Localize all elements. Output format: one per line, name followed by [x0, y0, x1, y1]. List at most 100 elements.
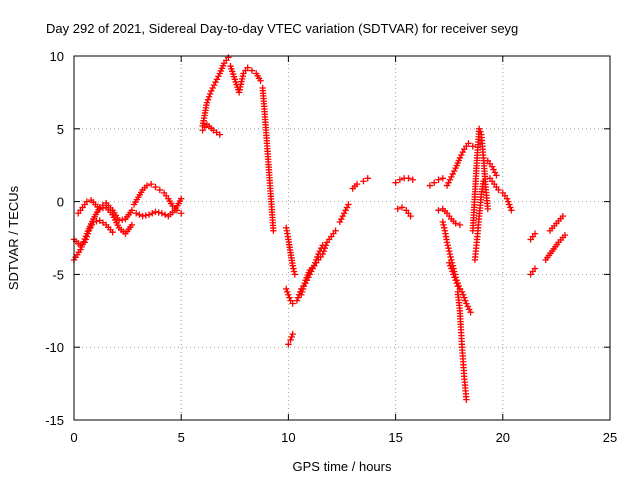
data-point: [109, 228, 116, 236]
data-point: [476, 125, 483, 132]
x-tick-label: 0: [70, 430, 77, 445]
data-point: [210, 127, 217, 134]
data-point: [461, 294, 468, 301]
data-point: [336, 218, 344, 226]
series-trough-c: [285, 330, 296, 348]
data-point: [392, 179, 399, 186]
data-point: [459, 148, 466, 156]
data-point: [93, 218, 100, 225]
data-point: [443, 239, 451, 246]
grid-lines: [74, 56, 610, 420]
series-tail-b: [484, 157, 500, 179]
data-point: [88, 221, 96, 229]
data-point: [507, 204, 514, 211]
x-axis-label: GPS time / hours: [293, 459, 392, 474]
series-late-b: [527, 265, 539, 278]
data-point: [464, 303, 471, 310]
data-point: [409, 176, 416, 183]
data-point: [430, 179, 438, 186]
x-tick-label: 15: [388, 430, 402, 445]
data-point: [152, 208, 159, 215]
data-point: [289, 262, 296, 269]
data-point: [448, 173, 455, 181]
data-point: [142, 212, 150, 219]
data-point: [178, 195, 185, 202]
data-point: [298, 288, 306, 296]
y-tick-label: 5: [57, 122, 64, 137]
data-point: [338, 215, 345, 223]
data-point: [462, 297, 469, 304]
series-trough-a: [283, 224, 299, 278]
data-point: [152, 183, 159, 191]
data-point: [290, 265, 297, 272]
data-point: [440, 221, 447, 229]
data-point: [440, 224, 448, 232]
series-drop: [259, 84, 277, 234]
data-point: [456, 154, 464, 162]
data-point: [158, 210, 166, 217]
data-point: [87, 224, 94, 232]
y-tick-label: -10: [45, 340, 64, 355]
data-point: [318, 244, 325, 252]
data-point: [561, 231, 569, 239]
data-point: [467, 309, 474, 316]
data-point: [453, 279, 460, 287]
data-point: [314, 253, 321, 261]
data-point: [484, 205, 491, 213]
data-point: [343, 204, 351, 211]
series-late-a: [527, 230, 539, 243]
series-rise-low: [199, 121, 223, 138]
data-point: [132, 210, 140, 217]
data-point: [178, 210, 185, 217]
data-point: [284, 288, 291, 296]
data-point: [345, 201, 352, 208]
data-point: [313, 256, 320, 264]
y-tick-label: 0: [57, 195, 64, 210]
data-point: [248, 67, 256, 74]
data-point: [298, 291, 305, 298]
series-fall-c: [446, 259, 474, 316]
y-tick-label: -15: [45, 413, 64, 428]
data-point: [283, 285, 290, 293]
data-point: [81, 239, 88, 246]
series-peak-b: [471, 178, 487, 264]
series-mid-d: [392, 175, 416, 186]
series-wave-e: [132, 195, 185, 220]
data-point: [312, 259, 319, 266]
data-point: [459, 291, 467, 298]
data-point: [451, 167, 458, 175]
series-tail-a: [486, 175, 515, 214]
data-point: [426, 182, 434, 189]
series-wave-b: [70, 217, 116, 249]
data-point: [155, 209, 162, 216]
data-point: [452, 277, 459, 284]
axis-ticks: [73, 55, 611, 421]
data-point: [445, 179, 452, 186]
data-point: [449, 170, 456, 178]
data-point: [290, 268, 298, 275]
data-point: [208, 87, 215, 95]
data-point: [456, 221, 464, 229]
data-point: [508, 207, 515, 214]
data-point: [149, 210, 156, 217]
data-point: [360, 178, 367, 185]
data-point: [143, 182, 151, 189]
data-point: [128, 207, 136, 214]
data-point: [216, 131, 223, 138]
data-point: [301, 279, 308, 287]
data-point: [84, 230, 92, 237]
data-point: [452, 220, 459, 227]
series-climb-a: [443, 140, 476, 189]
data-point: [491, 169, 499, 176]
data-point: [204, 96, 212, 103]
series-fall-b: [454, 288, 470, 403]
data-point: [446, 176, 454, 183]
data-point: [270, 227, 277, 234]
data-point: [332, 227, 339, 234]
data-point: [504, 198, 512, 205]
data-point: [205, 93, 213, 100]
data-point: [145, 211, 153, 218]
data-point: [488, 163, 496, 170]
data-point: [82, 236, 89, 243]
